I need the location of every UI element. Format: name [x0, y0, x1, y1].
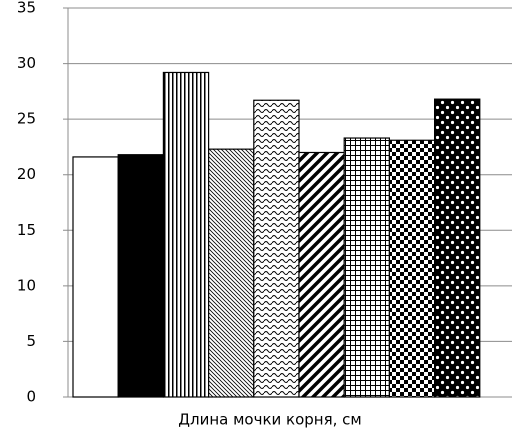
y-tick-label: 15: [17, 221, 36, 239]
y-tick-label: 5: [26, 332, 36, 350]
bar: [298, 151, 345, 398]
bar: [434, 98, 481, 398]
bar: [253, 99, 300, 398]
y-tick-label: 10: [17, 276, 36, 294]
bar: [117, 154, 164, 398]
bar: [343, 137, 391, 398]
bar: [72, 156, 119, 398]
y-tick-label: 35: [17, 0, 36, 17]
y-tick-label: 0: [26, 388, 36, 406]
bar: [208, 148, 255, 398]
bar: [162, 71, 210, 398]
y-tick-label: 20: [17, 165, 36, 183]
y-tick-label: 25: [17, 110, 36, 128]
y-tick-label: 30: [17, 54, 36, 72]
x-axis-label: Длина мочки корня, см: [178, 411, 361, 429]
bar: [388, 139, 436, 398]
